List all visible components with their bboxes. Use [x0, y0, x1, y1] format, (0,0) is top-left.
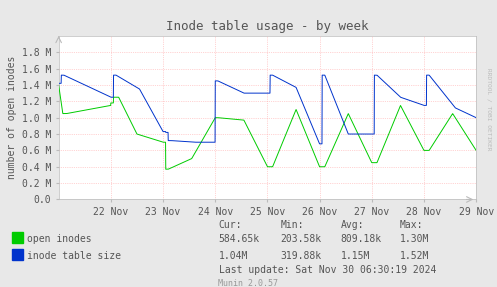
Title: Inode table usage - by week: Inode table usage - by week — [166, 20, 369, 33]
Text: inode table size: inode table size — [27, 251, 121, 261]
Text: Munin 2.0.57: Munin 2.0.57 — [219, 279, 278, 287]
Y-axis label: number of open inodes: number of open inodes — [7, 56, 17, 179]
Text: 203.58k: 203.58k — [281, 234, 322, 244]
Text: RRDTOOL / TOBI OETIKER: RRDTOOL / TOBI OETIKER — [486, 68, 491, 150]
Text: Last update: Sat Nov 30 06:30:19 2024: Last update: Sat Nov 30 06:30:19 2024 — [219, 265, 436, 275]
Text: Cur:: Cur: — [219, 220, 242, 230]
Text: 809.18k: 809.18k — [340, 234, 382, 244]
Text: Avg:: Avg: — [340, 220, 364, 230]
Text: 1.30M: 1.30M — [400, 234, 429, 244]
Text: Max:: Max: — [400, 220, 423, 230]
Text: 319.88k: 319.88k — [281, 251, 322, 261]
Text: open inodes: open inodes — [27, 234, 91, 244]
Text: 1.15M: 1.15M — [340, 251, 370, 261]
Text: 1.52M: 1.52M — [400, 251, 429, 261]
Text: 584.65k: 584.65k — [219, 234, 260, 244]
Text: Min:: Min: — [281, 220, 304, 230]
Text: 1.04M: 1.04M — [219, 251, 248, 261]
